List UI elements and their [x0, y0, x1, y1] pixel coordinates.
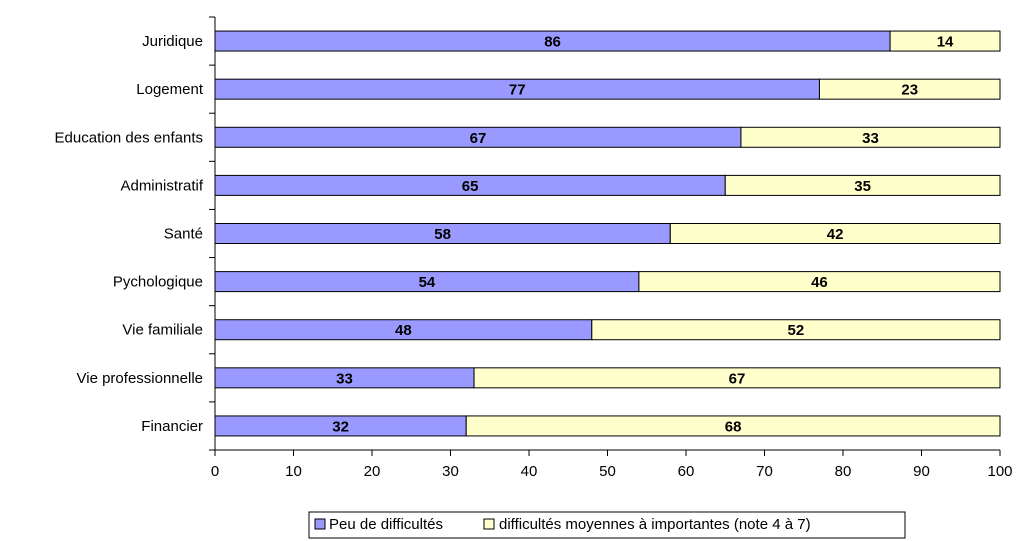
- bars-group: 86 14 77 23 67 33 65 35 58 42 54 46 48 52 33 67 32 68: [214, 30, 1001, 437]
- data-label-peu-7: 33: [336, 370, 353, 387]
- x-tick-label: 20: [364, 463, 381, 480]
- data-label-peu-3: 65: [462, 178, 479, 195]
- data-label-peu-0: 86: [544, 34, 561, 51]
- category-label: Pychologique: [113, 274, 203, 291]
- data-label-peu-4: 58: [434, 226, 451, 243]
- bar-moyennes-5: [638, 271, 1001, 293]
- data-label-peu-1: 77: [509, 82, 526, 99]
- bar-moyennes-2: [740, 126, 1001, 148]
- legend-swatch-series-1: [314, 518, 326, 530]
- data-label-moyennes-4: 42: [827, 226, 844, 243]
- data-label-moyennes-2: 33: [862, 130, 879, 147]
- legend-frame: [308, 511, 906, 539]
- data-label-peu-6: 48: [395, 322, 412, 339]
- x-tick-labels: 0 10 20 30 40 50 60 70 80 90 100: [211, 463, 1013, 480]
- bar-moyennes-4: [669, 223, 1001, 244]
- x-tick-label: 50: [599, 463, 616, 480]
- data-label-moyennes-6: 52: [788, 322, 805, 339]
- x-tick-label: 30: [442, 463, 459, 480]
- x-tick-label: 90: [913, 463, 930, 480]
- x-tick-label: 40: [521, 463, 538, 480]
- x-tick-label: 70: [756, 463, 773, 480]
- data-label-peu-2: 67: [470, 130, 487, 147]
- x-tick-label: 0: [211, 463, 219, 480]
- category-label: Santé: [164, 226, 203, 243]
- data-label-moyennes-7: 67: [729, 370, 746, 387]
- x-tick-label: 10: [285, 463, 302, 480]
- data-label-moyennes-8: 68: [725, 418, 742, 435]
- category-label: Logement: [136, 81, 204, 98]
- x-tick-label: 100: [987, 463, 1012, 480]
- data-label-moyennes-3: 35: [854, 178, 871, 195]
- x-tick-label: 80: [835, 463, 852, 480]
- category-label: Financier: [141, 418, 203, 435]
- bar-moyennes-0: [889, 30, 1001, 52]
- data-label-moyennes-0: 14: [937, 34, 954, 51]
- data-label-moyennes-1: 23: [901, 82, 918, 99]
- bar-moyennes-3: [724, 174, 1001, 196]
- data-label-peu-8: 32: [332, 418, 349, 435]
- bar-moyennes-6: [591, 319, 1001, 341]
- x-tick-label: 60: [678, 463, 695, 480]
- bar-moyennes-7: [473, 367, 1001, 389]
- data-label-moyennes-5: 46: [811, 274, 828, 291]
- category-label: Administratif: [120, 177, 203, 194]
- data-label-peu-5: 54: [419, 274, 436, 291]
- bar-moyennes-1: [818, 78, 1001, 100]
- category-label: Vie professionnelle: [77, 370, 203, 387]
- legend-swatch-series-2: [483, 518, 495, 530]
- legend-label-series-1: Peu de difficultés: [329, 516, 443, 533]
- category-label: Juridique: [142, 33, 203, 50]
- category-labels: Juridique Logement Education des enfants Ad…: [55, 33, 204, 435]
- axes-group: [209, 16, 1001, 456]
- bar-moyennes-8: [465, 415, 1001, 437]
- legend: Peu de difficultés difficultés moyennes …: [308, 511, 906, 539]
- legend-label-series-2: difficultés moyennes à importantes (note…: [499, 516, 811, 533]
- category-label: Vie familiale: [122, 322, 203, 339]
- category-label: Education des enfants: [55, 129, 203, 146]
